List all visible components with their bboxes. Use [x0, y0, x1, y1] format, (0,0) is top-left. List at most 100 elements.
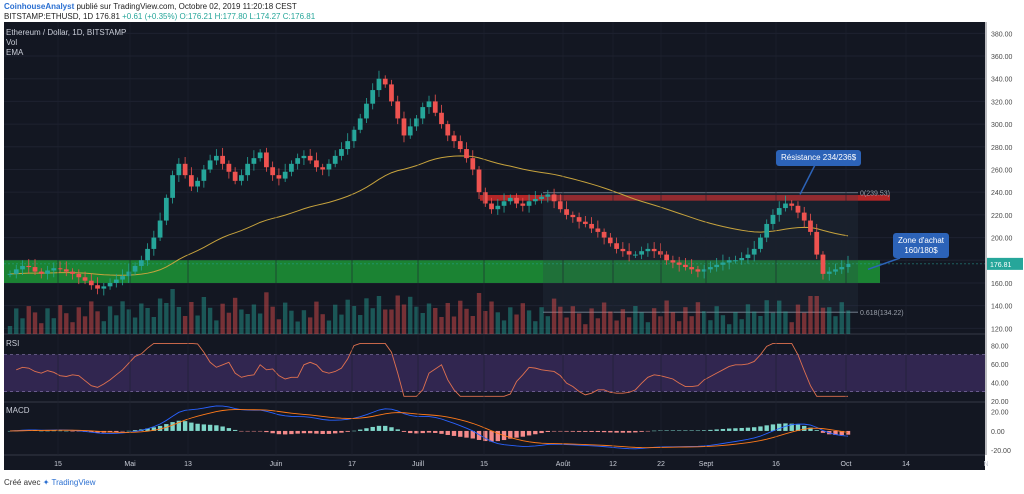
volume-bar [114, 315, 119, 334]
macd-histogram-bar [370, 426, 375, 431]
volume-bar [745, 304, 751, 334]
candle-body [38, 271, 44, 274]
candle-body [808, 220, 813, 232]
macd-histogram-bar [270, 430, 275, 434]
resistance-callout-pointer [799, 164, 816, 195]
candle-body [270, 167, 276, 176]
volume-bar [395, 295, 400, 334]
candle-body [357, 118, 363, 130]
macd-histogram-bar [132, 430, 138, 431]
candle-body [257, 152, 263, 159]
ohlc-values: O:176.21 H:177.80 L:174.27 C:176.81 [179, 12, 316, 21]
candle-body [445, 124, 451, 136]
volume-bar [157, 298, 163, 334]
buy-zone-callout-pointer [867, 257, 901, 271]
macd-histogram-bar [201, 424, 207, 431]
candle-body [470, 158, 476, 170]
volume-bar [676, 321, 682, 334]
macd-histogram-bar [214, 425, 219, 431]
candle-body [701, 269, 707, 272]
volume-bar [777, 300, 782, 334]
candle-body [170, 175, 175, 198]
candle-body [733, 260, 738, 262]
macd-histogram-bar [420, 430, 425, 434]
candle-body [207, 160, 213, 170]
macd-histogram-bar [739, 427, 744, 431]
volume-bar [139, 303, 144, 334]
footer-brand[interactable]: TradingView [51, 478, 96, 487]
rsi-tick-label: 80.00 [991, 343, 1009, 350]
volume-bar [545, 316, 551, 334]
candle-body [826, 271, 832, 274]
candle-body [326, 163, 332, 170]
macd-histogram-bar [282, 430, 288, 435]
macd-histogram-bar [51, 430, 56, 432]
macd-histogram-bar [414, 430, 419, 434]
footer-created: Créé avec [4, 478, 41, 487]
candle-body [789, 203, 795, 206]
volume-bar [820, 307, 826, 334]
volume-bar [620, 309, 626, 334]
candle-body [620, 248, 626, 252]
volume-bar [489, 301, 494, 334]
volume-bar [420, 313, 425, 334]
candle-body [489, 203, 494, 210]
candle-body [658, 251, 663, 255]
volume-bar [82, 316, 88, 334]
volume-bar [214, 320, 219, 334]
chart-background [4, 22, 985, 470]
macd-histogram-bar [608, 430, 613, 433]
publisher-name[interactable]: CoinhouseAnalyst [4, 2, 75, 11]
volume-bar [314, 301, 319, 334]
candle-body [839, 267, 845, 270]
volume-bar [164, 303, 169, 334]
footer: Créé avec ✦ TradingView [4, 478, 96, 487]
volume-bar [89, 301, 94, 334]
candle-body [664, 254, 670, 261]
rsi-tick-label: 40.00 [991, 380, 1009, 387]
volume-bar [589, 308, 594, 334]
macd-histogram-bar [195, 423, 200, 431]
macd-histogram-bar [583, 430, 588, 432]
time-tick-label: Juill [412, 461, 425, 468]
macd-tick-label: 20.00 [991, 410, 1009, 417]
candle-body [188, 175, 194, 187]
published-info: publié sur TradingView.com, Octobre 02, … [76, 2, 297, 11]
candle-body [514, 197, 519, 204]
price-tick-label: 140.00 [991, 304, 1013, 311]
candle-body [26, 265, 32, 268]
volume-bar [220, 303, 225, 334]
volume-bar [451, 316, 457, 334]
candle-body [195, 180, 200, 187]
volume-bar [176, 307, 182, 334]
candle-body [232, 171, 238, 181]
volume-bar [370, 308, 375, 334]
macd-histogram-bar [207, 424, 213, 431]
candle-body [401, 118, 407, 136]
volume-bar [551, 298, 557, 334]
volume-bar [101, 321, 106, 334]
candle-body [45, 270, 50, 274]
candle-body [783, 203, 788, 209]
macd-histogram-bar [376, 425, 382, 431]
volume-bar [245, 314, 250, 334]
macd-histogram-bar [845, 430, 851, 435]
candle-body [364, 103, 369, 119]
candle-body [95, 285, 100, 289]
candle-body [551, 194, 557, 202]
candle-body [833, 269, 838, 272]
volume-bar [614, 320, 619, 334]
macd-histogram-bar [126, 430, 132, 432]
candle-body [614, 243, 619, 249]
price-tick-label: 340.00 [991, 77, 1013, 84]
price-tick-label: 220.00 [991, 213, 1013, 220]
buy-zone-callout: Zone d'achat 160/180$ [893, 233, 950, 259]
volume-bar [376, 296, 382, 334]
ema-line [9, 155, 849, 276]
macd-histogram-bar [676, 430, 682, 431]
last-price-tag [987, 257, 1023, 270]
volume-bar [383, 309, 388, 334]
macd-histogram-bar [7, 430, 13, 432]
macd-histogram-bar [39, 430, 44, 432]
